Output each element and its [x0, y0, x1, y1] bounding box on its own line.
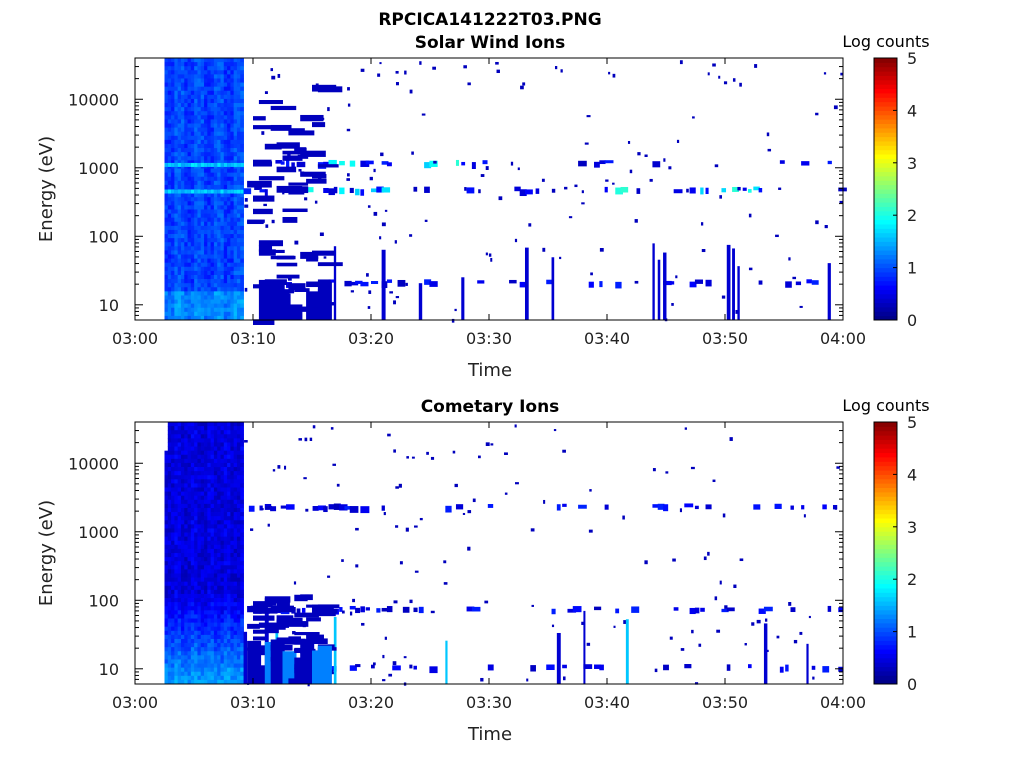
panel-1-xlabel: Time: [467, 360, 512, 381]
colorbar-tick-label: 0: [907, 675, 917, 694]
x-tick-label: 03:30: [466, 329, 512, 348]
y-tick-label: 1000: [78, 159, 119, 178]
colorbar-tick-label: 2: [907, 206, 917, 225]
x-tick-label: 03:00: [112, 329, 158, 348]
panel-2-ylabel: Energy (eV): [36, 500, 57, 606]
colorbar-tick-label: 4: [907, 465, 917, 484]
x-tick-label: 03:50: [702, 329, 748, 348]
y-tick-label: 1000: [78, 523, 119, 542]
y-tick-label: 100: [88, 227, 119, 246]
x-tick-label: 03:40: [584, 693, 630, 712]
y-tick-label: 10000: [68, 90, 119, 109]
colorbar-tick-label: 5: [907, 49, 917, 68]
panel-1-title: Solar Wind Ions: [415, 33, 566, 53]
colorbar-1: 0 1 2 3 4 5: [873, 49, 917, 330]
y-tick-label: 100: [88, 591, 119, 610]
panel-2-axes: 03:00 03:10 03:20 03:30 03:40 03:50 04:00 10 100…: [68, 421, 866, 712]
y-tick-label: 10000: [68, 454, 119, 473]
panel-1-data: [164, 58, 847, 325]
x-tick-label: 04:00: [820, 329, 866, 348]
x-tick-label: 03:10: [230, 329, 276, 348]
colorbar-tick-label: 3: [907, 518, 917, 537]
figure-filename: RPCICA141222T03.PNG: [378, 10, 601, 30]
x-tick-label: 03:20: [348, 693, 394, 712]
colorbar-tick-label: 5: [907, 413, 917, 432]
colorbar-tick-label: 0: [907, 311, 917, 330]
panel-solar-wind: Solar Wind Ions 03:00 03:10 03:20 03:30 03:4…: [36, 32, 930, 381]
colorbar-tick-label: 4: [907, 101, 917, 120]
x-tick-label: 04:00: [820, 693, 866, 712]
x-tick-label: 03:30: [466, 693, 512, 712]
colorbar-1-label: Log counts: [842, 32, 929, 51]
colorbar-2-label: Log counts: [842, 396, 929, 415]
panel-1-axes: 03:00 03:10 03:20 03:30 03:40 03:50 04:00 10 100…: [68, 57, 866, 348]
colorbar-tick-label: 1: [907, 623, 917, 642]
x-tick-label: 03:00: [112, 693, 158, 712]
colorbar-tick-label: 1: [907, 259, 917, 278]
panel-1-ylabel: Energy (eV): [36, 136, 57, 242]
panel-cometary: Cometary Ions 03:00 03:10 03:20 03:30 03:40 0…: [36, 396, 930, 745]
colorbar-tick-label: 2: [907, 570, 917, 589]
panel-2-xlabel: Time: [467, 724, 512, 745]
colorbar-2: 0 1 2 3 4 5: [873, 413, 917, 694]
colorbar-tick-label: 3: [907, 154, 917, 173]
x-tick-label: 03:40: [584, 329, 630, 348]
y-tick-label: 10: [99, 296, 119, 315]
panel-2-title: Cometary Ions: [421, 397, 560, 417]
x-tick-label: 03:10: [230, 693, 276, 712]
panel-2-data: [164, 422, 844, 687]
x-tick-label: 03:20: [348, 329, 394, 348]
x-tick-label: 03:50: [702, 693, 748, 712]
y-tick-label: 10: [99, 660, 119, 679]
